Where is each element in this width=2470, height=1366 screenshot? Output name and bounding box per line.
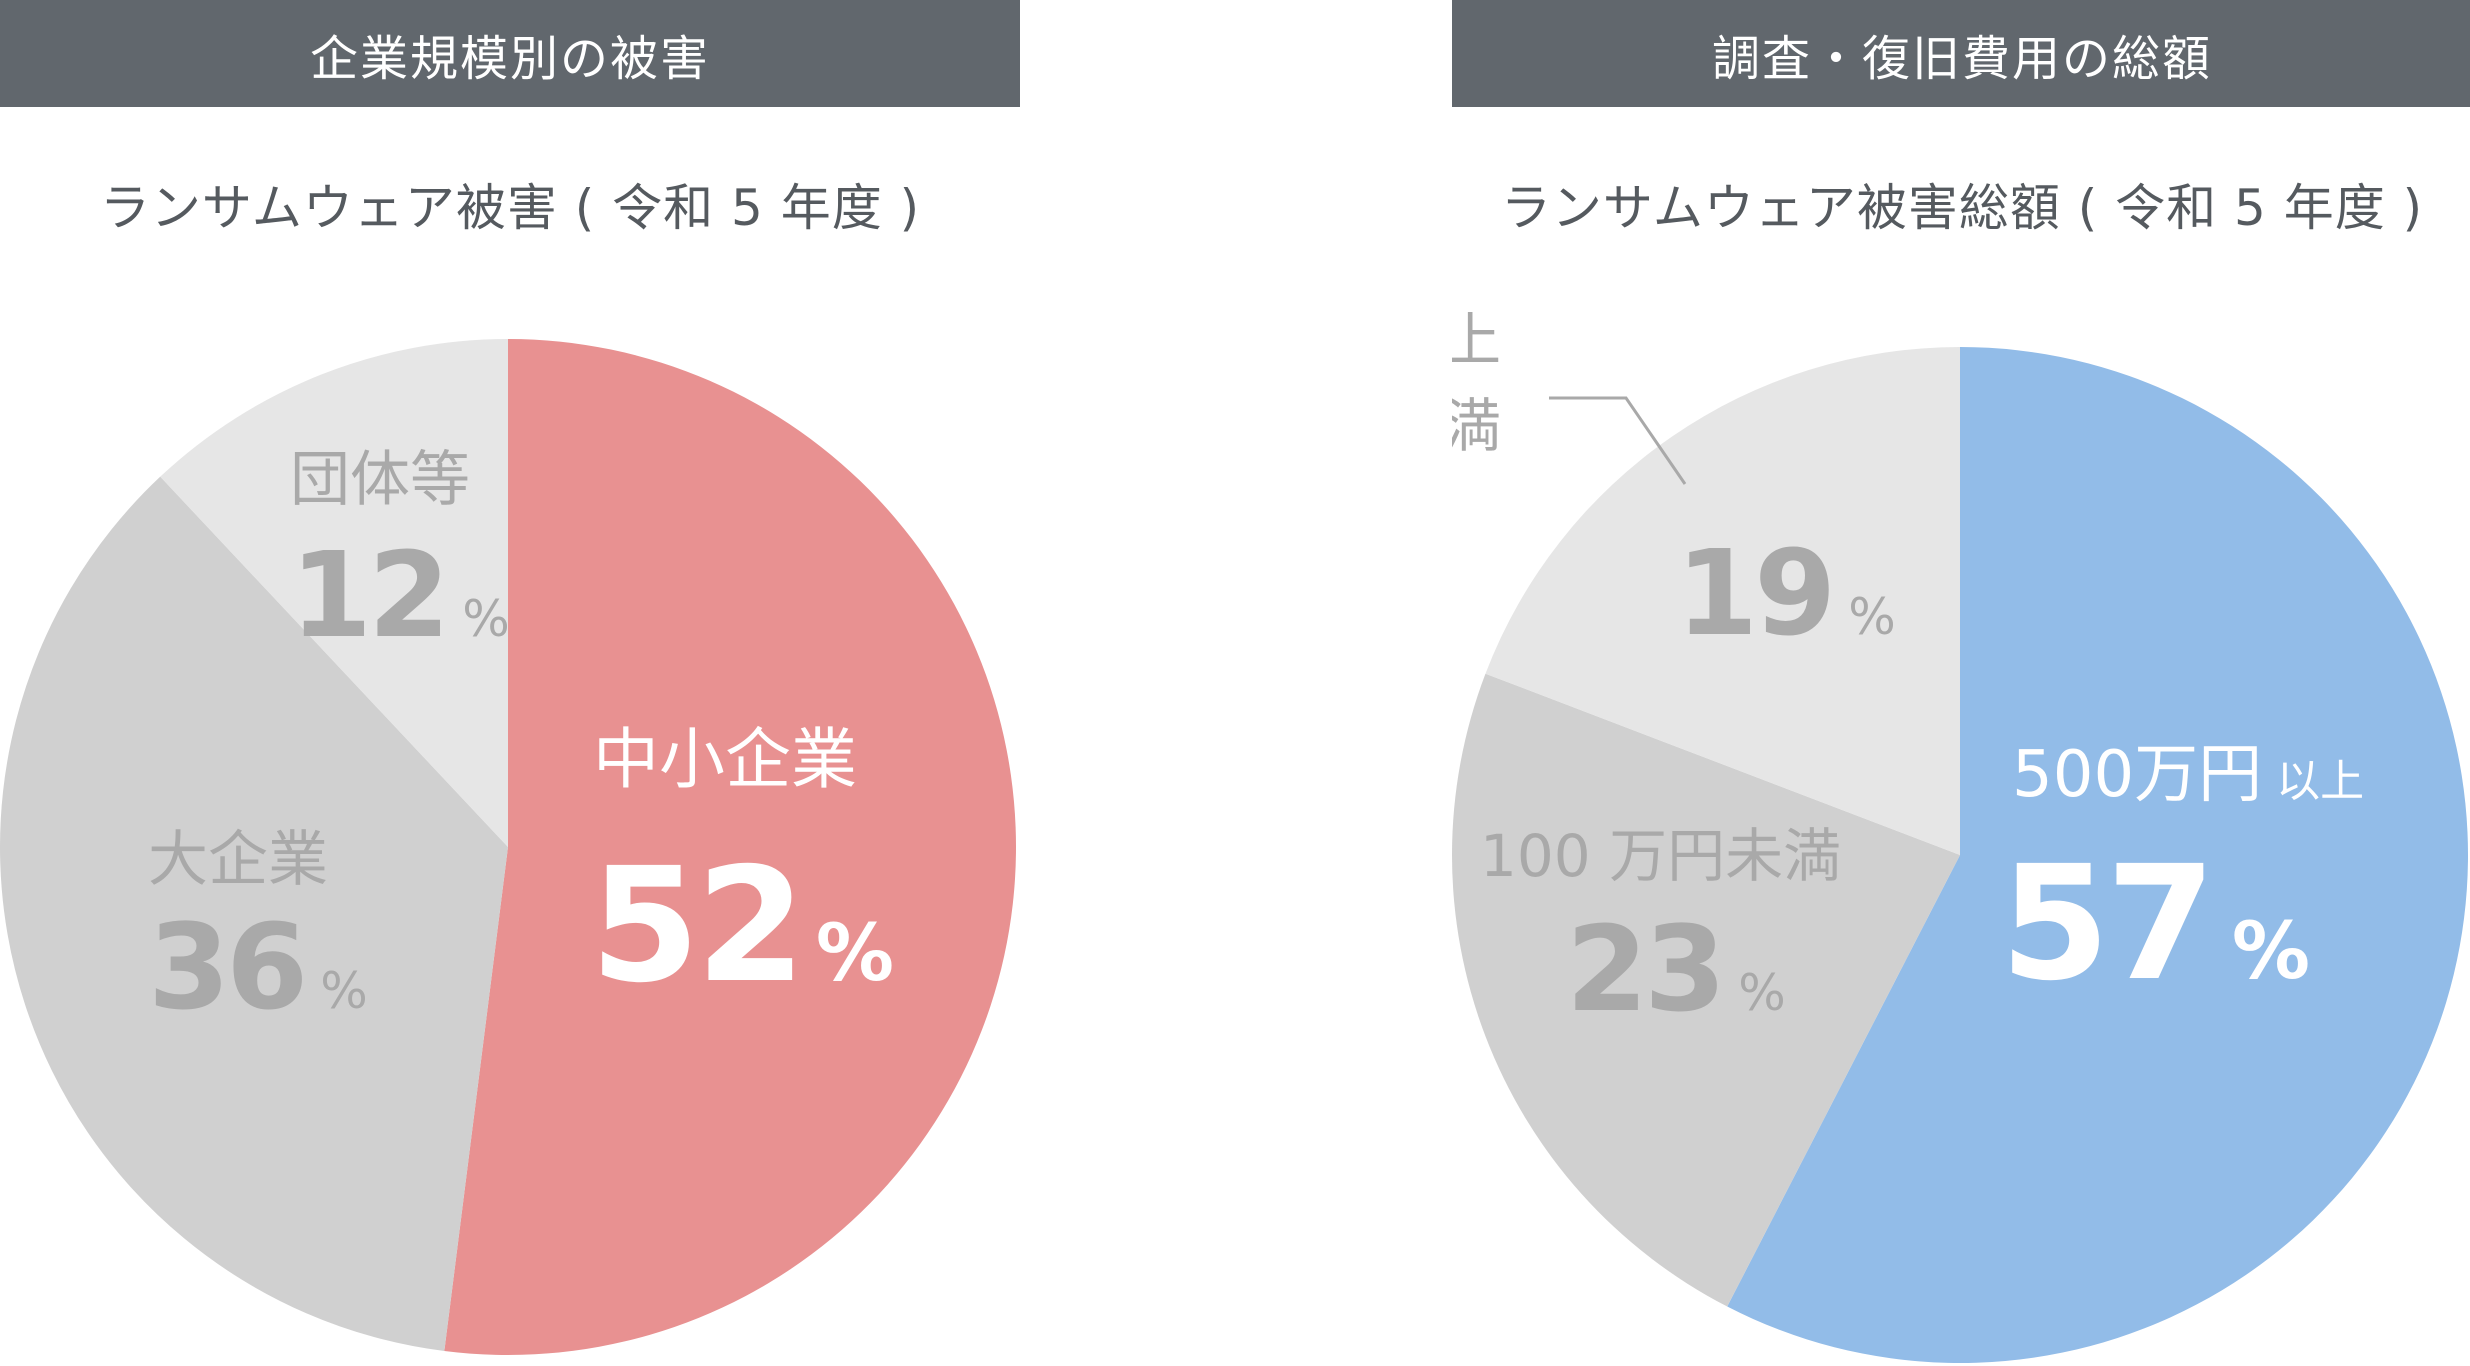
left-pie-slice-2 <box>160 339 509 847</box>
left-slice-0-value-group: 52% <box>590 834 894 1018</box>
left-slice-1-value: 36 <box>148 898 304 1036</box>
right-slice-2-label-line2: 500 万円未満 <box>1452 392 1501 460</box>
right-slice-1-value-group: 23% <box>1566 900 1786 1038</box>
right-slice-1-unit: % <box>1738 964 1786 1022</box>
right-pie-slices <box>1452 347 2468 1364</box>
right-slice-0-label-suffix: 以上 <box>2276 756 2364 807</box>
left-slice-0-label: 中小企業 <box>593 721 857 798</box>
right-slice-2-value: 19 <box>1676 524 1832 662</box>
right-chart-title: ランサムウェア被害総額 ( 令和 5 年度 ) <box>1500 179 2424 237</box>
left-slice-2-value: 12 <box>290 526 446 664</box>
right-leader-line <box>1549 396 1687 485</box>
left-pie-slice-0 <box>444 339 1017 1355</box>
right-slice-0-label-group: 500万円 以上 <box>2012 738 2364 812</box>
right-slice-0-unit: % <box>2232 907 2310 997</box>
right-header: 調査・復旧費用の総額 <box>1452 0 2470 107</box>
right-pie-slice-2 <box>1485 347 1960 855</box>
left-chart-title: ランサムウェア被害 ( 令和 5 年度 ) <box>99 179 921 237</box>
left-slice-1-unit: % <box>320 962 368 1020</box>
right-slice-2-unit: % <box>1848 588 1896 646</box>
right-slice-0-label-main: 500万円 <box>2012 738 2262 812</box>
left-pie-chart: 中小企業 52% 大企業 36% 団体等 12% <box>0 339 1017 1355</box>
right-slice-1-value: 23 <box>1566 900 1722 1038</box>
right-slice-1-label: 100 万円未満 <box>1480 822 1841 890</box>
left-slice-2-value-group: 12% <box>290 526 510 664</box>
right-slice-2-value-group: 19% <box>1676 524 1896 662</box>
left-slice-1-label: 大企業 <box>148 825 328 895</box>
right-pie-slice-0 <box>1727 347 2468 1364</box>
right-slice-0-value: 57 <box>2000 832 2212 1016</box>
left-pie-slice-1 <box>0 476 509 1351</box>
right-pie-slice-1 <box>1452 673 1960 1307</box>
left-chart-panel: 企業規模別の被害 ランサムウェア被害 ( 令和 5 年度 ) 中小企業 52% … <box>0 0 1020 1366</box>
left-slice-2-label: 団体等 <box>290 445 470 515</box>
left-header: 企業規模別の被害 <box>0 0 1020 107</box>
left-slice-1-value-group: 36% <box>148 898 368 1036</box>
left-pie-slices <box>0 339 1017 1355</box>
right-chart-panel: 調査・復旧費用の総額 ランサムウェア被害総額 ( 令和 5 年度 ) 500万円… <box>1452 0 2470 1366</box>
left-slice-0-unit: % <box>816 909 894 999</box>
right-slice-0-value-group: 57% <box>2000 832 2310 1016</box>
left-slice-0-value: 52 <box>590 834 802 1018</box>
left-slice-2-unit: % <box>462 590 510 648</box>
